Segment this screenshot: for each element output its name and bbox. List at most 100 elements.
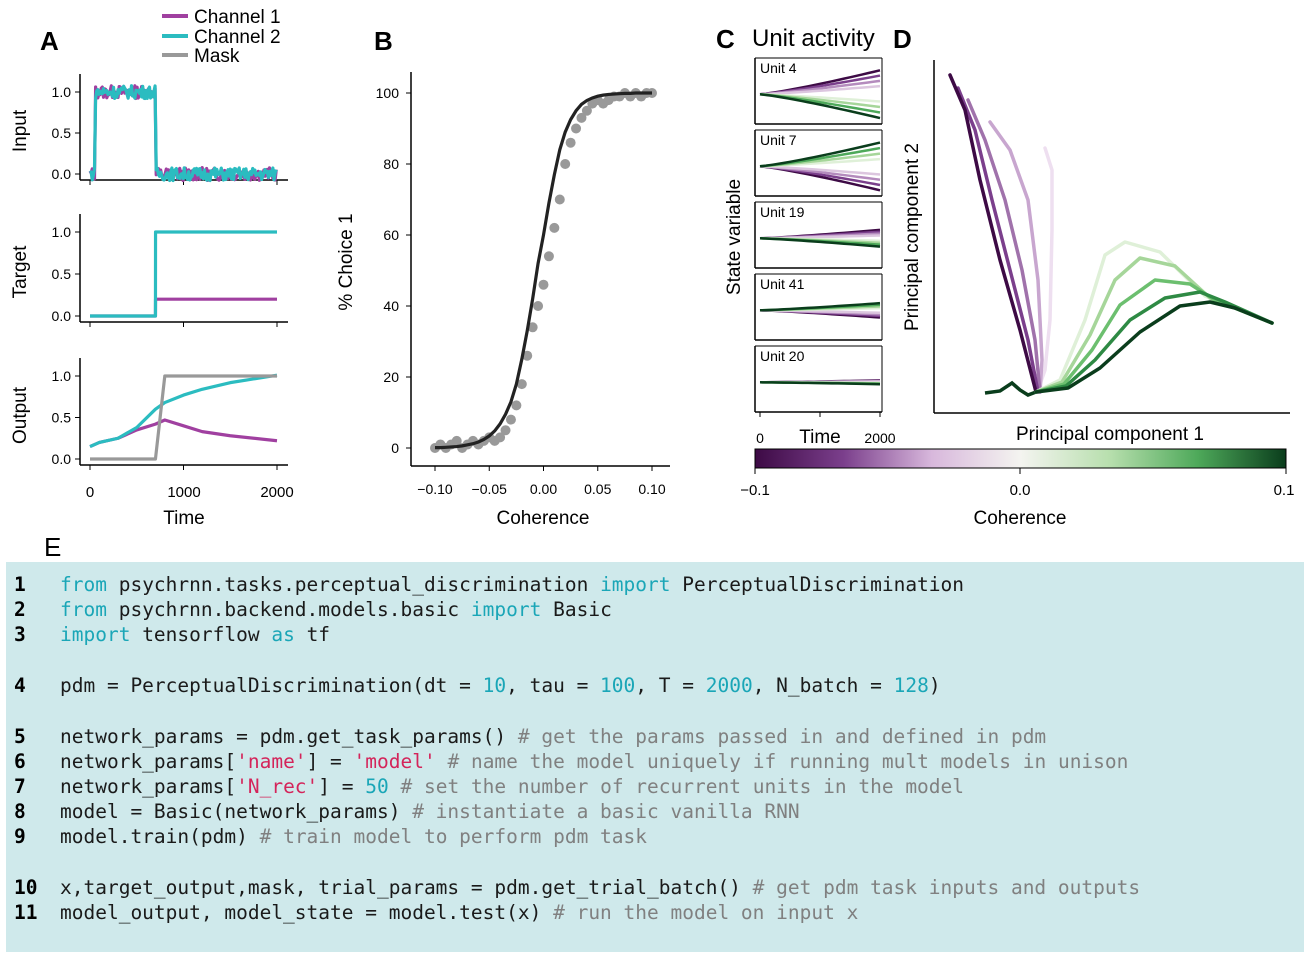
legend-mask: Mask [194,46,240,67]
line-number: 3 [14,623,26,646]
c-unit-label: Unit 19 [760,204,805,220]
a-ytick: 0.5 [52,410,72,426]
a-ytick: 0.0 [52,451,72,467]
c-xlabel: Time [799,427,841,448]
d-trajectory [1034,278,1274,394]
b-ytick: 100 [376,85,400,101]
panel-a: 0.0 0.5 1.0 Input 0.0 0.5 1.0 Target 0.0 0.5 1.0 Ou… [10,74,288,470]
b-point [571,123,582,134]
line-number: 9 [14,825,26,848]
a-ytick: 1.0 [52,84,72,100]
b-point [505,414,516,425]
legend-channel-1: Channel 1 [194,7,281,28]
colorbar-tick: 0.1 [1274,482,1295,499]
b-ytick: 0 [391,440,399,456]
b-xtick: −0.05 [472,481,508,497]
colorbar-bar [754,448,1287,469]
line-number: 5 [14,725,26,748]
b-point [533,301,544,311]
colorbar-tick: −0.1 [740,482,770,499]
a-series-channel1 [88,84,278,183]
code-text: from psychrnn.tasks.perceptual_discrimin… [60,573,965,596]
line-number: 6 [14,750,26,773]
c-trace [759,84,881,96]
d-trajectory [1034,290,1274,394]
b-ytick: 60 [383,227,399,243]
b-ytick: 40 [383,298,399,314]
a-ytick: 1.0 [52,224,72,240]
b-point [581,105,592,116]
d-trajectory [966,98,1042,394]
b-point [522,350,533,361]
panel-label-a: A [40,26,59,56]
d-trajectory [956,86,1040,394]
panel-c: Unit 4 Unit 7 Unit 19 Unit 41 Unit 20 0 2000 Ti… [724,57,896,448]
c-trace [759,93,881,120]
line-number: 2 [14,598,26,621]
c-trace [759,165,881,176]
a-ytick: 1.0 [52,368,72,384]
colorbar-label: Coherence [974,508,1067,529]
c-unit-label: Unit 7 [760,132,797,148]
c-unit-label: Unit 41 [760,276,805,292]
b-point [516,379,527,390]
d-ylabel: Principal component 2 [902,143,923,331]
c-ylabel: State variable [724,179,745,295]
c-trace [759,141,881,168]
a-ytick: 0.0 [52,308,72,324]
b-point [500,425,511,436]
b-xtick: −0.10 [417,481,453,497]
a-xtick: 2000 [260,484,293,501]
d-trajectory [988,120,1044,394]
b-ylabel: % Choice 1 [336,213,357,310]
c-unit-label: Unit 4 [760,60,797,76]
colorbar-tick: 0.0 [1010,482,1031,499]
a-xtick: 1000 [167,484,200,501]
b-point [576,112,587,123]
b-xtick: 0.10 [638,481,665,497]
b-point [565,137,576,148]
b-point [549,222,560,233]
code-text: network_params['N_rec'] = 50 # set the n… [60,775,965,798]
d-trajectory [984,380,1037,397]
a-ytick: 0.5 [52,266,72,282]
code-block: 1 from psychrnn.tasks.perceptual_discrimi… [6,562,1304,952]
code-text: pdm = PerceptualDiscrimination(dt = 10, … [60,674,941,697]
c-xtick: 2000 [864,430,895,446]
b-ytick: 20 [383,369,399,385]
line-number: 1 [14,573,26,596]
a-xtick: 0 [86,484,94,501]
line-number: 10 [14,876,38,899]
b-point [495,432,506,443]
line-number: 4 [14,674,26,697]
line-number: 11 [14,901,38,924]
c-trace [759,237,881,248]
a-series-channel1 [89,418,278,449]
a-ylabel: Output [10,386,31,444]
a-ylabel: Input [10,109,31,152]
a-series-channel2 [89,373,278,449]
panel-c-title: Unit activity [752,25,875,52]
panel-label-e: E [44,532,61,560]
d-trajectory [1034,256,1274,394]
d-xlabel: Principal component 1 [1016,424,1204,445]
code-text: model = Basic(network_params) # instanti… [60,800,800,823]
panel-label-b: B [374,26,393,56]
code-text: network_params['name'] = 'model' # name … [60,750,1129,773]
d-trajectory [1036,146,1054,392]
a-xlabel: Time [163,508,205,529]
a-ylabel: Target [10,245,31,299]
a-series-channel2 [89,84,278,183]
code-text: model.train(pdm) # train model to perfor… [60,825,648,848]
a-ytick: 0.5 [52,125,72,141]
d-trajectory [948,73,1038,394]
colorbar: −0.1 0.0 0.1 Coherence [740,448,1295,529]
code-text: from psychrnn.backend.models.basic impor… [60,598,612,621]
code-text: model_output, model_state = model.test(x… [60,901,859,924]
a-series-mask [90,374,277,461]
c-trace [759,301,881,312]
c-unit-label: Unit 20 [760,348,805,364]
code-text: x,target_output,mask, trial_params = pdm… [60,876,1141,899]
b-point [527,322,538,333]
c-trace [759,381,881,386]
